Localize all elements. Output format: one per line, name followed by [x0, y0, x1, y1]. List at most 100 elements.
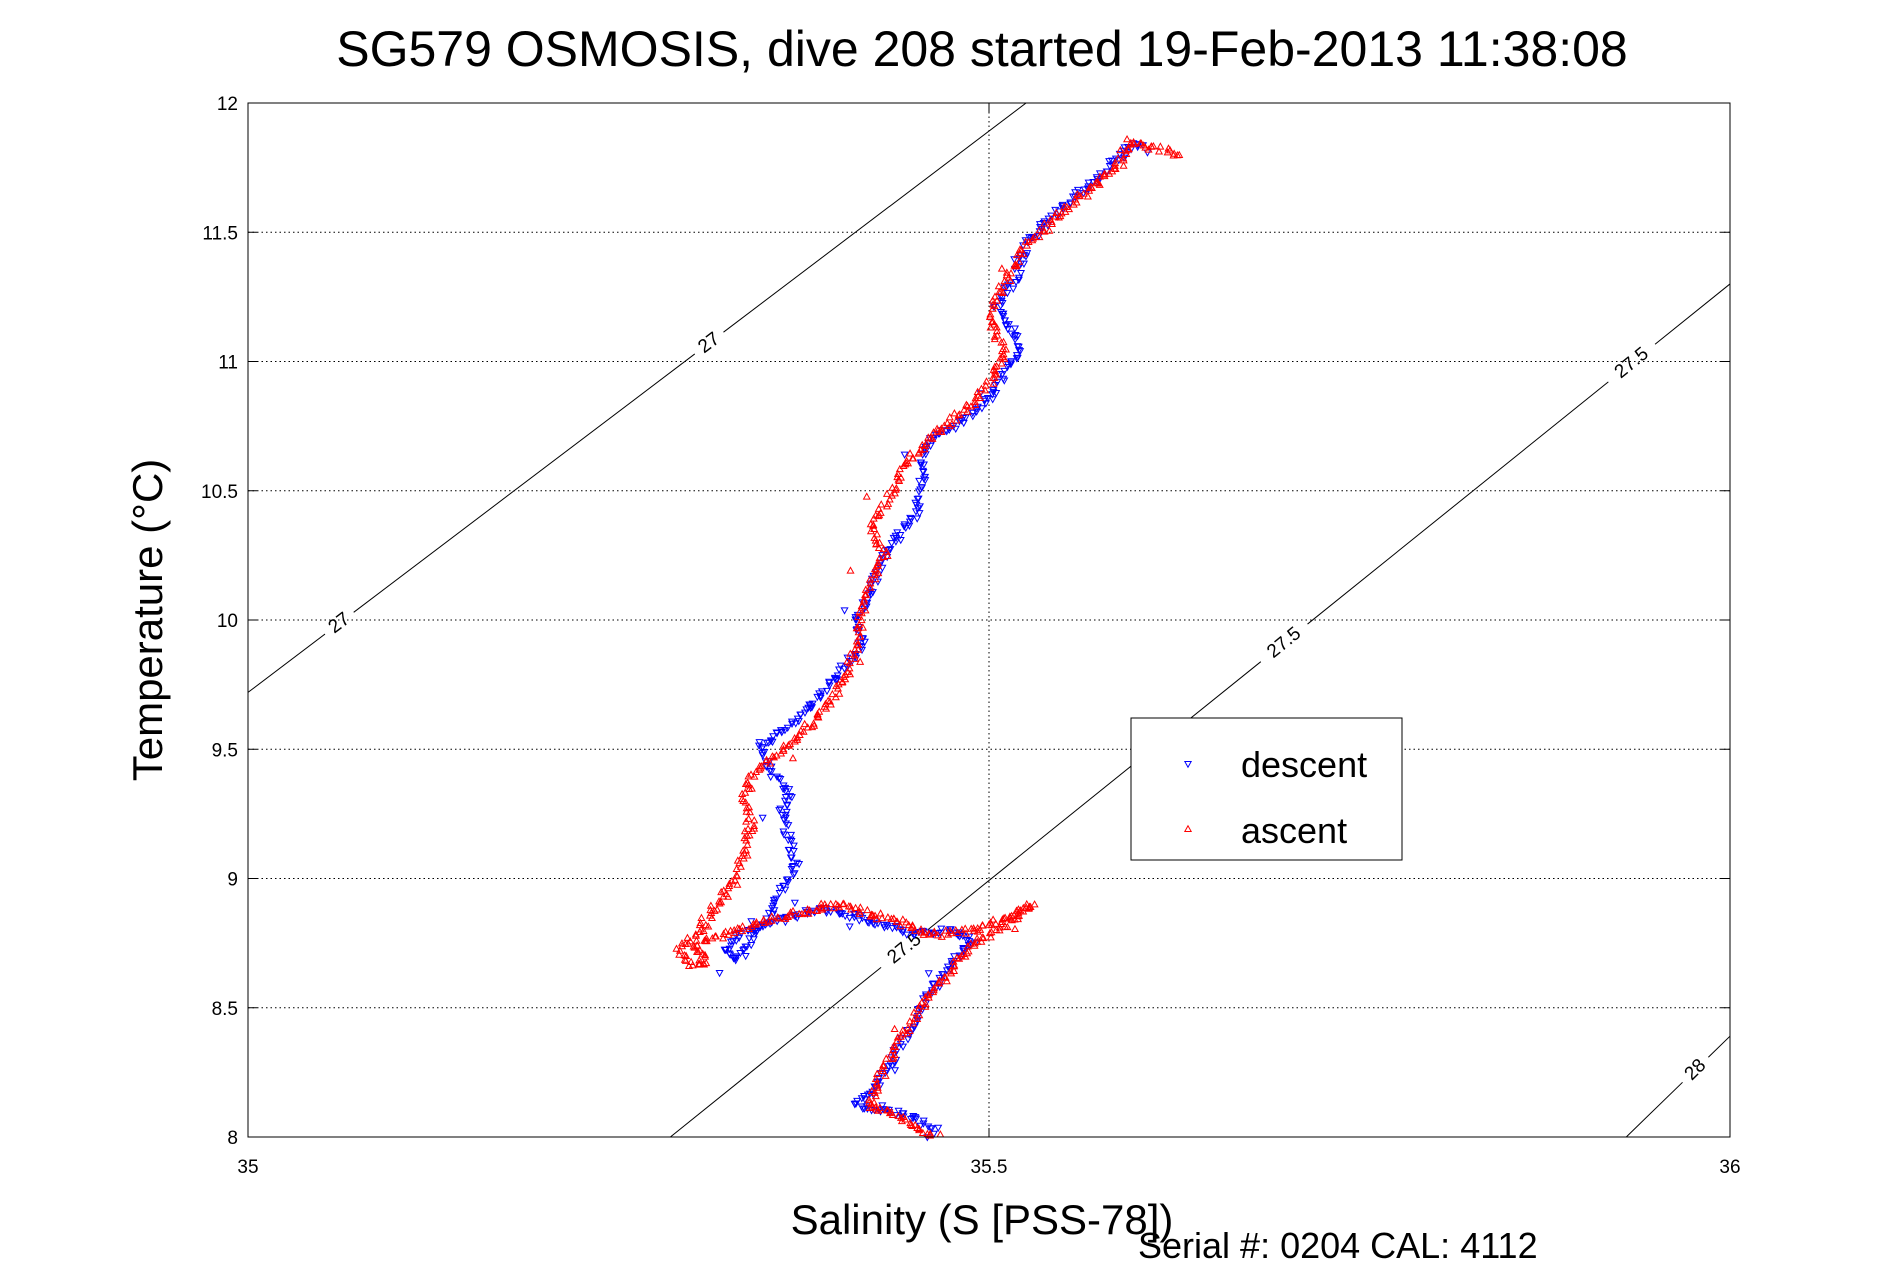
point-ascent — [877, 913, 887, 922]
point-descent — [905, 1031, 914, 1039]
point-ascent — [989, 915, 998, 923]
point-ascent — [1129, 139, 1139, 148]
point-ascent — [979, 933, 988, 942]
point-descent — [786, 793, 795, 801]
point-descent — [757, 745, 766, 753]
point-ascent — [1141, 143, 1150, 151]
point-ascent — [1129, 137, 1138, 146]
point-descent — [833, 672, 842, 680]
point-descent — [924, 1123, 933, 1131]
point-ascent — [872, 914, 881, 923]
point-descent — [825, 682, 834, 690]
point-ascent — [725, 881, 734, 889]
point-ascent — [1000, 276, 1009, 285]
point-ascent — [845, 664, 854, 672]
point-descent — [911, 499, 920, 508]
point-ascent — [981, 381, 990, 389]
point-ascent — [821, 903, 830, 911]
point-descent — [767, 763, 776, 771]
point-ascent — [755, 761, 764, 770]
point-descent — [900, 451, 909, 459]
point-descent — [945, 426, 954, 435]
point-ascent — [843, 657, 852, 665]
point-descent — [920, 473, 930, 482]
point-ascent — [739, 796, 748, 805]
point-descent — [745, 935, 754, 943]
point-descent — [891, 922, 900, 931]
point-ascent — [941, 926, 950, 934]
point-ascent — [1028, 234, 1038, 242]
point-ascent — [883, 913, 892, 921]
point-ascent — [985, 928, 994, 937]
point-ascent — [788, 754, 798, 762]
point-descent — [742, 943, 751, 951]
point-ascent — [872, 540, 881, 548]
point-descent — [1006, 361, 1015, 369]
point-ascent — [1006, 276, 1015, 285]
point-descent — [781, 788, 790, 796]
point-descent — [776, 914, 785, 923]
point-ascent — [672, 944, 681, 952]
point-ascent — [865, 583, 874, 591]
point-ascent — [1030, 900, 1039, 908]
point-descent — [793, 914, 802, 923]
point-ascent — [915, 1124, 924, 1133]
point-descent — [765, 768, 775, 776]
point-ascent — [961, 924, 970, 932]
x-axis-label: Salinity (S [PSS-78]) — [791, 1196, 1174, 1243]
point-ascent — [990, 332, 999, 340]
point-ascent — [741, 788, 750, 796]
point-descent — [900, 521, 909, 529]
point-ascent — [745, 831, 754, 839]
point-descent — [896, 537, 905, 545]
point-descent — [850, 914, 859, 922]
point-ascent — [726, 926, 735, 934]
point-ascent — [914, 1004, 923, 1013]
point-descent — [1013, 354, 1022, 363]
point-ascent — [994, 281, 1003, 290]
point-ascent — [886, 1050, 896, 1058]
point-ascent — [909, 454, 918, 462]
point-ascent — [896, 1113, 906, 1121]
point-ascent — [743, 851, 752, 859]
y-tick-label: 11.5 — [202, 223, 238, 244]
series-ascent — [672, 134, 1184, 1139]
point-descent — [1036, 224, 1045, 232]
point-ascent — [1012, 906, 1021, 914]
point-descent — [715, 969, 724, 978]
point-ascent — [724, 930, 733, 938]
point-descent — [1003, 363, 1012, 372]
point-ascent — [699, 926, 708, 934]
point-ascent — [1062, 202, 1071, 211]
point-ascent — [733, 856, 742, 864]
point-ascent — [874, 568, 883, 577]
point-ascent — [742, 803, 751, 812]
point-descent — [815, 690, 824, 698]
point-descent — [1000, 367, 1009, 376]
point-ascent — [1007, 911, 1016, 919]
point-ascent — [796, 726, 805, 734]
point-descent — [783, 801, 792, 809]
point-ascent — [978, 921, 987, 929]
point-ascent — [744, 924, 754, 933]
point-descent — [791, 720, 800, 728]
point-ascent — [874, 543, 883, 551]
point-ascent — [990, 301, 999, 310]
point-ascent — [769, 753, 779, 761]
point-ascent — [890, 1050, 899, 1058]
point-descent — [968, 413, 977, 421]
point-ascent — [715, 899, 724, 907]
point-ascent — [845, 658, 854, 667]
y-tick-label: 11 — [218, 353, 238, 374]
point-ascent — [675, 950, 684, 958]
point-ascent — [873, 1069, 882, 1078]
point-descent — [935, 974, 944, 983]
point-descent — [929, 980, 938, 988]
point-descent — [776, 805, 785, 813]
point-ascent — [708, 934, 717, 942]
point-ascent — [1012, 261, 1021, 269]
point-descent — [909, 1023, 918, 1032]
point-ascent — [699, 959, 708, 967]
point-descent — [906, 514, 915, 523]
point-ascent — [1022, 903, 1031, 911]
